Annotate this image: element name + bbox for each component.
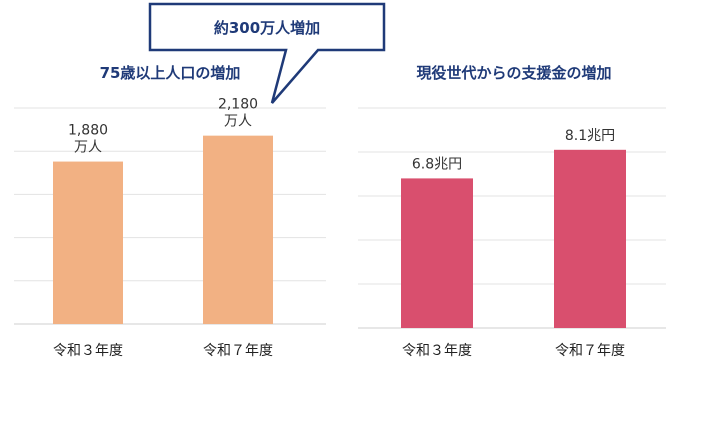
data-label: 2,180 [218, 97, 258, 113]
value-labels: 6.8兆円 8.1兆円 [412, 128, 615, 173]
bar [401, 178, 473, 328]
category-label: 令和７年度 [203, 343, 273, 359]
bars [401, 149, 626, 328]
increase-callout: 約300万人増加 [148, 2, 386, 104]
category-label: 令和３年度 [402, 343, 472, 359]
data-label: 万人 [74, 140, 102, 156]
category-label: 令和７年度 [555, 343, 625, 359]
category-labels: 令和３年度 令和７年度 [402, 343, 625, 359]
chart-title: 75歳以上人口の増加 [100, 64, 241, 82]
bar [554, 149, 626, 328]
bars [53, 135, 273, 324]
data-label: 6.8兆円 [412, 156, 462, 172]
data-label: 万人 [224, 114, 252, 130]
data-label: 1,880 [68, 123, 108, 139]
chart-support-funds: 現役世代からの支援金の増加 6.8兆円 8.1兆円 令和３年度 令和７年度 [358, 64, 666, 359]
callout-text: 約300万人増加 [214, 19, 320, 37]
data-label: 8.1兆円 [565, 128, 615, 144]
category-label: 令和３年度 [53, 343, 123, 359]
bar [203, 135, 273, 324]
chart-title: 現役世代からの支援金の増加 [416, 64, 611, 82]
bar [53, 161, 123, 324]
callout-bubble [148, 2, 386, 104]
category-labels: 令和３年度 令和７年度 [53, 343, 273, 359]
